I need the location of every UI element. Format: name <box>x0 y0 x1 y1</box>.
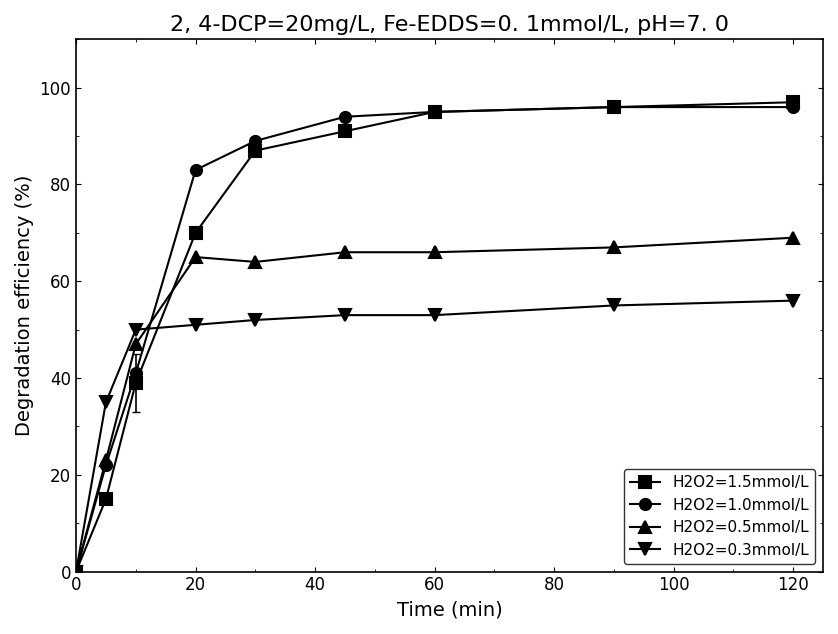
H2O2=0.3mmol/L <box>71 568 81 576</box>
Line: H2O2=1.0mmol/L: H2O2=1.0mmol/L <box>70 101 799 577</box>
H2O2=1.5mmol/L <box>131 379 141 387</box>
H2O2=1.0mmol/L <box>131 370 141 377</box>
H2O2=0.3mmol/L <box>340 311 350 319</box>
H2O2=0.5mmol/L <box>340 249 350 256</box>
H2O2=1.5mmol/L <box>71 568 81 576</box>
H2O2=1.5mmol/L <box>340 127 350 135</box>
H2O2=1.0mmol/L <box>190 166 200 174</box>
H2O2=1.0mmol/L <box>101 462 111 469</box>
Line: H2O2=0.5mmol/L: H2O2=0.5mmol/L <box>70 232 799 577</box>
H2O2=0.5mmol/L <box>609 243 619 251</box>
X-axis label: Time (min): Time (min) <box>396 600 503 619</box>
H2O2=1.5mmol/L <box>430 108 440 116</box>
H2O2=0.3mmol/L <box>131 326 141 333</box>
H2O2=0.5mmol/L <box>71 568 81 576</box>
H2O2=0.5mmol/L <box>190 253 200 261</box>
H2O2=1.0mmol/L <box>609 103 619 111</box>
H2O2=0.5mmol/L <box>430 249 440 256</box>
H2O2=1.0mmol/L <box>251 137 261 145</box>
H2O2=1.0mmol/L <box>788 103 798 111</box>
H2O2=1.5mmol/L <box>101 495 111 503</box>
H2O2=0.5mmol/L <box>788 234 798 242</box>
H2O2=1.0mmol/L <box>430 108 440 116</box>
H2O2=0.3mmol/L <box>101 398 111 406</box>
H2O2=0.5mmol/L <box>251 258 261 266</box>
Title: 2, 4-DCP=20mg/L, Fe-EDDS=0. 1mmol/L, pH=7. 0: 2, 4-DCP=20mg/L, Fe-EDDS=0. 1mmol/L, pH=… <box>170 15 729 35</box>
Legend: H2O2=1.5mmol/L, H2O2=1.0mmol/L, H2O2=0.5mmol/L, H2O2=0.3mmol/L: H2O2=1.5mmol/L, H2O2=1.0mmol/L, H2O2=0.5… <box>623 469 815 564</box>
H2O2=0.3mmol/L <box>788 297 798 304</box>
H2O2=1.5mmol/L <box>251 147 261 155</box>
H2O2=1.5mmol/L <box>788 98 798 106</box>
H2O2=0.3mmol/L <box>190 321 200 328</box>
H2O2=0.3mmol/L <box>609 302 619 309</box>
H2O2=1.5mmol/L <box>609 103 619 111</box>
H2O2=1.5mmol/L <box>190 229 200 236</box>
H2O2=0.5mmol/L <box>131 340 141 348</box>
H2O2=0.3mmol/L <box>251 316 261 324</box>
Line: H2O2=0.3mmol/L: H2O2=0.3mmol/L <box>70 295 799 577</box>
Line: H2O2=1.5mmol/L: H2O2=1.5mmol/L <box>70 96 799 577</box>
H2O2=0.3mmol/L <box>430 311 440 319</box>
H2O2=1.0mmol/L <box>340 113 350 120</box>
H2O2=0.5mmol/L <box>101 456 111 464</box>
H2O2=1.0mmol/L <box>71 568 81 576</box>
Y-axis label: Degradation efficiency (%): Degradation efficiency (%) <box>15 175 34 436</box>
